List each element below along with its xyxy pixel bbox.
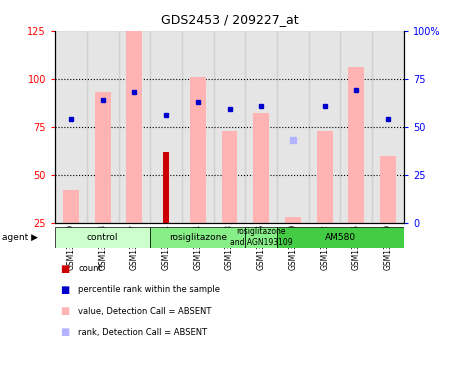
Bar (222, 131, 237, 223)
Text: GDS2453 / 209227_at: GDS2453 / 209227_at (161, 13, 298, 26)
Text: count: count (78, 264, 102, 273)
Bar (63, 190, 79, 223)
Text: AM580: AM580 (325, 233, 356, 242)
Text: rosiglitazone
and AGN193109: rosiglitazone and AGN193109 (230, 227, 292, 247)
Text: rosiglitazone: rosiglitazone (169, 233, 227, 242)
Bar (126, 31, 142, 223)
Bar (87, 31, 118, 223)
Text: control: control (87, 233, 118, 242)
Bar (341, 31, 372, 223)
Bar (55, 31, 87, 223)
Bar (163, 152, 169, 223)
Bar (348, 67, 364, 223)
Bar (317, 131, 333, 223)
Text: ■: ■ (60, 306, 69, 316)
Bar (213, 31, 246, 223)
Bar (309, 31, 341, 223)
Text: ■: ■ (60, 285, 69, 295)
Text: percentile rank within the sample: percentile rank within the sample (78, 285, 220, 295)
Bar (182, 31, 213, 223)
Text: ■: ■ (60, 327, 69, 337)
Bar (150, 227, 246, 248)
Bar (277, 227, 404, 248)
Bar (285, 217, 301, 223)
Text: ■: ■ (60, 264, 69, 274)
Bar (372, 31, 404, 223)
Bar (118, 31, 150, 223)
Bar (55, 227, 150, 248)
Text: agent ▶: agent ▶ (2, 233, 38, 242)
Text: rank, Detection Call = ABSENT: rank, Detection Call = ABSENT (78, 328, 207, 337)
Bar (253, 113, 269, 223)
Bar (246, 227, 277, 248)
Bar (150, 31, 182, 223)
Bar (246, 31, 277, 223)
Bar (95, 92, 111, 223)
Bar (190, 77, 206, 223)
Text: value, Detection Call = ABSENT: value, Detection Call = ABSENT (78, 306, 212, 316)
Bar (277, 31, 309, 223)
Bar (380, 156, 396, 223)
